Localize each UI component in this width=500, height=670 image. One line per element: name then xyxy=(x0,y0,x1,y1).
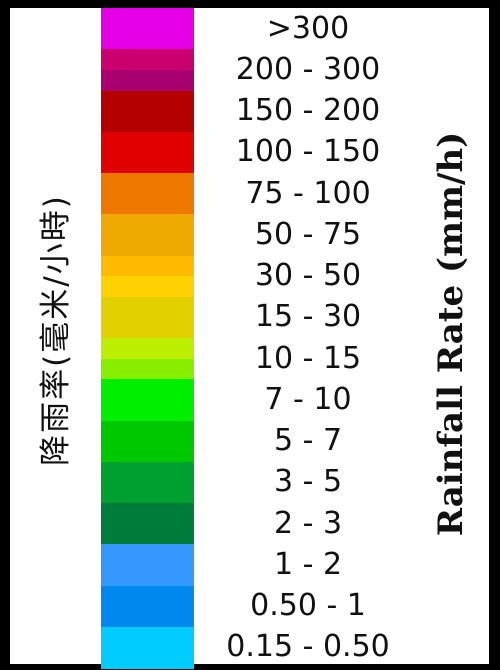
band-label: 30 - 50 xyxy=(254,258,362,294)
band-label: 0.15 - 0.50 xyxy=(226,629,390,665)
band-label: 0.50 - 1 xyxy=(250,588,366,624)
color-band xyxy=(101,338,194,360)
band-label: 75 - 100 xyxy=(245,175,371,211)
color-scale-bar xyxy=(101,8,194,669)
color-band xyxy=(101,8,194,50)
color-band xyxy=(101,296,194,339)
color-band xyxy=(101,585,194,628)
band-label: 1 - 2 xyxy=(273,546,343,582)
band-label: 50 - 75 xyxy=(254,216,362,252)
band-label: 100 - 150 xyxy=(235,134,381,170)
band-label: 2 - 3 xyxy=(273,505,343,541)
color-band xyxy=(101,90,194,133)
color-band xyxy=(101,544,194,586)
color-band xyxy=(101,503,194,545)
legend-panel xyxy=(10,8,489,664)
color-band xyxy=(101,131,194,174)
legend-title-english-text: Rainfall Rate (mm/h) xyxy=(431,131,471,537)
band-label: 150 - 200 xyxy=(235,93,381,129)
legend-title-english: Rainfall Rate (mm/h) xyxy=(418,60,484,608)
color-band xyxy=(101,420,194,463)
color-band xyxy=(101,276,194,298)
color-band xyxy=(101,49,194,71)
color-band xyxy=(101,255,194,277)
color-band xyxy=(101,626,194,669)
color-band xyxy=(101,173,194,215)
color-band xyxy=(101,358,194,380)
band-label: >300 xyxy=(266,10,350,46)
band-label: 15 - 30 xyxy=(254,299,362,335)
color-band xyxy=(101,214,194,256)
band-label: 200 - 300 xyxy=(235,51,381,87)
band-label: 10 - 15 xyxy=(254,340,362,376)
band-label: 7 - 10 xyxy=(264,381,352,417)
color-band xyxy=(101,69,194,91)
color-scale-labels: >300 200 - 300 150 - 200 100 - 150 75 - 100 5… xyxy=(196,8,420,668)
legend-title-chinese: 降雨率(毫米/小時) xyxy=(20,34,84,626)
color-band xyxy=(101,461,194,504)
band-label: 5 - 7 xyxy=(273,423,343,459)
color-band xyxy=(101,379,194,421)
legend-title-chinese-text: 降雨率(毫米/小時) xyxy=(37,194,74,466)
band-label: 3 - 5 xyxy=(273,464,343,500)
